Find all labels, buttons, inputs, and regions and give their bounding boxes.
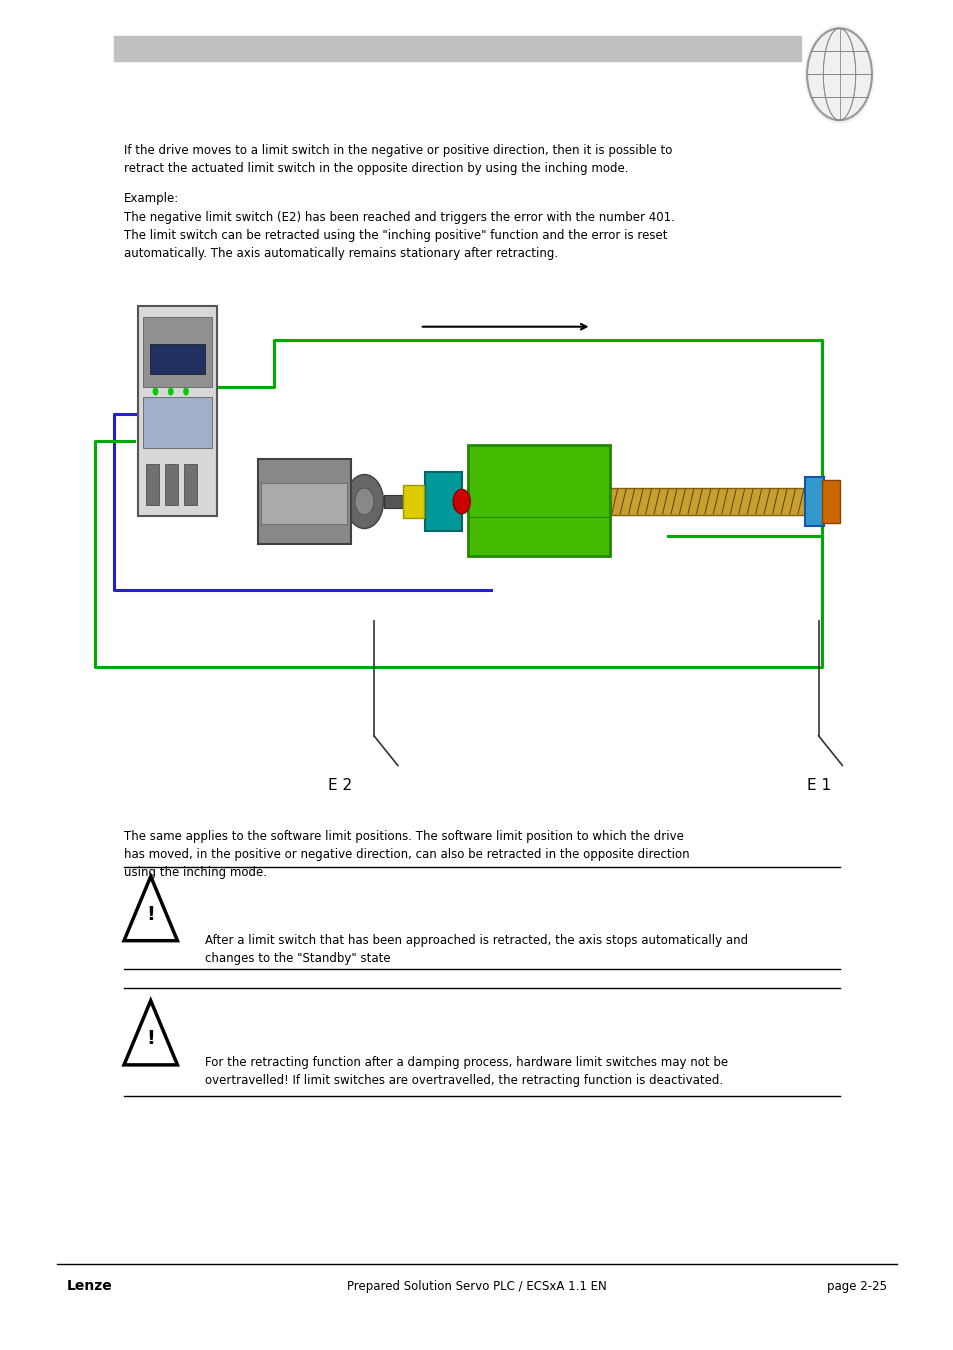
Polygon shape: [124, 1000, 177, 1065]
Bar: [402, 486, 423, 518]
Bar: [143, 397, 212, 448]
Text: The same applies to the software limit positions. The software limit position to: The same applies to the software limit p…: [124, 830, 689, 879]
Circle shape: [345, 475, 383, 529]
Bar: [184, 464, 197, 505]
Bar: [165, 464, 178, 505]
Text: E 1: E 1: [806, 778, 830, 792]
Bar: [143, 317, 212, 387]
Circle shape: [804, 26, 873, 123]
Circle shape: [152, 387, 158, 396]
Text: page 2-25: page 2-25: [826, 1280, 886, 1293]
Circle shape: [355, 489, 374, 516]
Bar: [150, 344, 205, 374]
Bar: [114, 36, 801, 61]
Bar: [261, 483, 347, 524]
Polygon shape: [124, 876, 177, 941]
Circle shape: [168, 387, 173, 396]
Bar: [425, 472, 461, 532]
Bar: [468, 446, 609, 556]
Text: !: !: [146, 1029, 155, 1048]
Bar: [138, 306, 216, 516]
Text: If the drive moves to a limit switch in the negative or positive direction, then: If the drive moves to a limit switch in …: [124, 144, 672, 176]
Bar: [466, 489, 804, 516]
Text: After a limit switch that has been approached is retracted, the axis stops autom: After a limit switch that has been appro…: [205, 934, 747, 965]
Text: Lenze: Lenze: [67, 1280, 112, 1293]
Text: E 2: E 2: [328, 778, 352, 792]
Bar: [383, 495, 402, 509]
Text: The negative limit switch (E2) has been reached and triggers the error with the : The negative limit switch (E2) has been …: [124, 211, 674, 259]
Text: Example:: Example:: [124, 192, 179, 205]
Bar: [146, 464, 159, 505]
Text: !: !: [146, 904, 155, 923]
Circle shape: [453, 490, 470, 514]
Circle shape: [183, 387, 189, 396]
Bar: [257, 459, 351, 544]
Bar: [821, 481, 839, 524]
Text: Prepared Solution Servo PLC / ECSxA 1.1 EN: Prepared Solution Servo PLC / ECSxA 1.1 …: [347, 1280, 606, 1293]
Text: For the retracting function after a damping process, hardware limit switches may: For the retracting function after a damp…: [205, 1056, 727, 1087]
Bar: [804, 478, 823, 526]
